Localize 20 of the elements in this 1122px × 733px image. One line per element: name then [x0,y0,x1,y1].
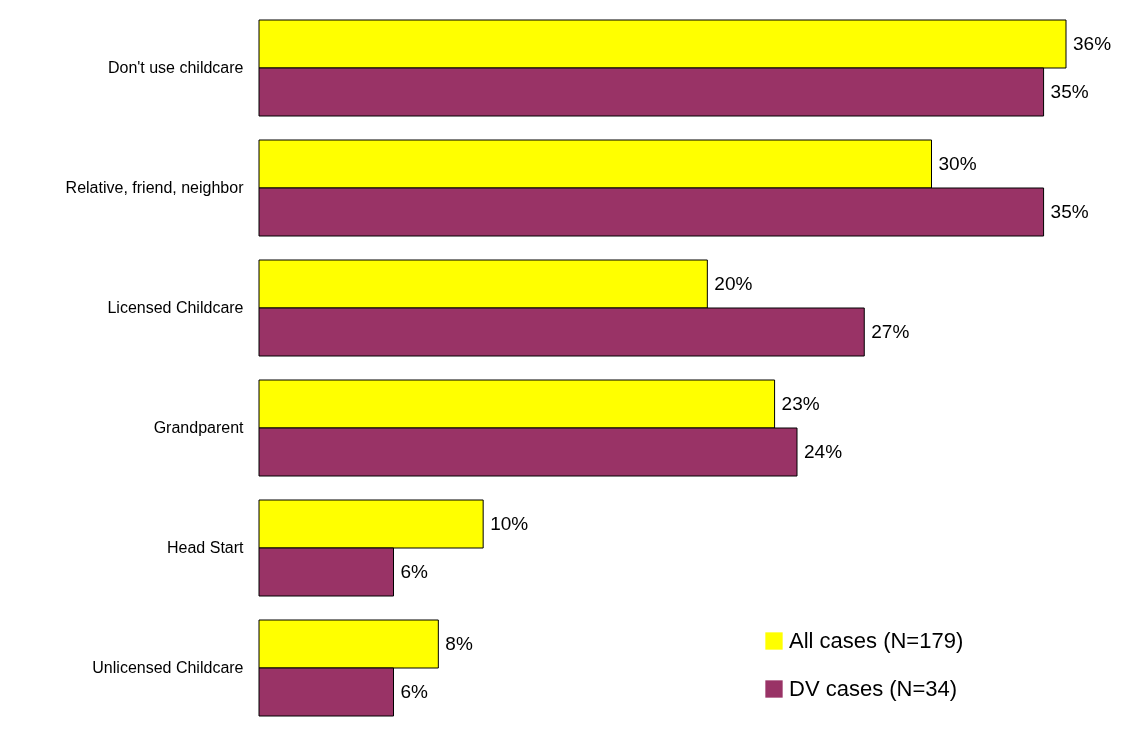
data-label: 36% [1073,33,1112,54]
data-label: 35% [1050,81,1089,102]
data-label: 35% [1050,201,1089,222]
data-label: 10% [490,513,529,534]
y-tick-label: Head Start [167,539,245,556]
y-tick-label: Licensed Childcare [107,299,244,316]
y-tick-label: Relative, friend, neighbor [65,179,245,196]
data-label: 20% [714,273,753,294]
data-label: 27% [871,321,910,342]
data-label: 23% [781,393,820,414]
data-label: 6% [400,561,429,582]
data-label: 30% [938,153,977,174]
legend-label: DV cases (N=34) [789,676,958,701]
legend-label: All cases (N=179) [789,628,964,653]
y-tick-label: Don't use childcare [107,59,244,76]
y-tick-label: Unlicensed Childcare [92,659,244,676]
data-label: 6% [400,681,429,702]
data-label: 24% [804,441,843,462]
data-label: 8% [445,633,473,654]
y-tick-label: Grandparent [153,419,245,436]
